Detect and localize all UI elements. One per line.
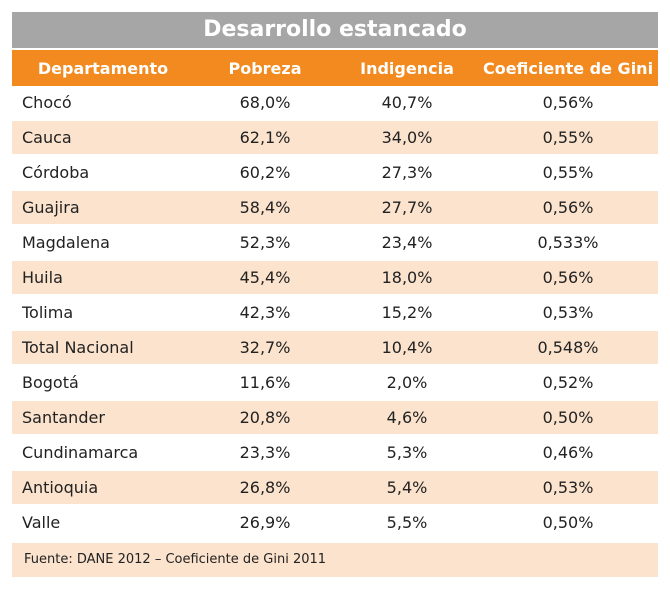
cell-pobreza: 42,3% bbox=[194, 296, 336, 331]
cell-indigencia: 5,4% bbox=[336, 471, 478, 506]
cell-indigencia: 23,4% bbox=[336, 226, 478, 261]
table-row: Santander 20,8% 4,6% 0,50% bbox=[12, 401, 658, 436]
cell-gini: 0,533% bbox=[478, 226, 658, 261]
table-row: Bogotá 11,6% 2,0% 0,52% bbox=[12, 366, 658, 401]
cell-indigencia: 27,7% bbox=[336, 191, 478, 226]
cell-pobreza: 11,6% bbox=[194, 366, 336, 401]
cell-departamento: Valle bbox=[12, 506, 194, 541]
cell-departamento: Guajira bbox=[12, 191, 194, 226]
data-table: Departamento Pobreza Indigencia Coeficie… bbox=[12, 48, 658, 541]
cell-pobreza: 23,3% bbox=[194, 436, 336, 471]
cell-departamento: Cundinamarca bbox=[12, 436, 194, 471]
cell-indigencia: 18,0% bbox=[336, 261, 478, 296]
cell-departamento: Total Nacional bbox=[12, 331, 194, 366]
cell-departamento: Chocó bbox=[12, 86, 194, 121]
cell-pobreza: 60,2% bbox=[194, 156, 336, 191]
cell-gini: 0,56% bbox=[478, 86, 658, 121]
header-row: Departamento Pobreza Indigencia Coeficie… bbox=[12, 48, 658, 86]
table-row: Guajira 58,4% 27,7% 0,56% bbox=[12, 191, 658, 226]
cell-pobreza: 62,1% bbox=[194, 121, 336, 156]
table-row: Total Nacional 32,7% 10,4% 0,548% bbox=[12, 331, 658, 366]
cell-gini: 0,55% bbox=[478, 156, 658, 191]
header-gini: Coeficiente de Gini bbox=[478, 48, 658, 86]
cell-pobreza: 32,7% bbox=[194, 331, 336, 366]
cell-departamento: Córdoba bbox=[12, 156, 194, 191]
cell-gini: 0,50% bbox=[478, 506, 658, 541]
table-body: Chocó 68,0% 40,7% 0,56% Cauca 62,1% 34,0% 0,55%… bbox=[12, 86, 658, 541]
header-departamento: Departamento bbox=[12, 48, 194, 86]
cell-gini: 0,56% bbox=[478, 191, 658, 226]
cell-gini: 0,46% bbox=[478, 436, 658, 471]
cell-gini: 0,53% bbox=[478, 296, 658, 331]
header-indigencia: Indigencia bbox=[336, 48, 478, 86]
cell-pobreza: 26,8% bbox=[194, 471, 336, 506]
cell-indigencia: 10,4% bbox=[336, 331, 478, 366]
cell-indigencia: 4,6% bbox=[336, 401, 478, 436]
source-note: Fuente: DANE 2012 – Coeficiente de Gini … bbox=[12, 543, 658, 577]
header-pobreza: Pobreza bbox=[194, 48, 336, 86]
table-row: Cauca 62,1% 34,0% 0,55% bbox=[12, 121, 658, 156]
table-row: Magdalena 52,3% 23,4% 0,533% bbox=[12, 226, 658, 261]
cell-pobreza: 20,8% bbox=[194, 401, 336, 436]
table-title: Desarrollo estancado bbox=[12, 12, 658, 48]
cell-indigencia: 34,0% bbox=[336, 121, 478, 156]
cell-pobreza: 52,3% bbox=[194, 226, 336, 261]
cell-departamento: Tolima bbox=[12, 296, 194, 331]
cell-departamento: Magdalena bbox=[12, 226, 194, 261]
cell-pobreza: 58,4% bbox=[194, 191, 336, 226]
cell-gini: 0,52% bbox=[478, 366, 658, 401]
table-row: Cundinamarca 23,3% 5,3% 0,46% bbox=[12, 436, 658, 471]
cell-departamento: Antioquia bbox=[12, 471, 194, 506]
table-row: Valle 26,9% 5,5% 0,50% bbox=[12, 506, 658, 541]
cell-gini: 0,53% bbox=[478, 471, 658, 506]
table-row: Chocó 68,0% 40,7% 0,56% bbox=[12, 86, 658, 121]
cell-departamento: Huila bbox=[12, 261, 194, 296]
cell-gini: 0,56% bbox=[478, 261, 658, 296]
cell-departamento: Cauca bbox=[12, 121, 194, 156]
cell-gini: 0,55% bbox=[478, 121, 658, 156]
table-row: Tolima 42,3% 15,2% 0,53% bbox=[12, 296, 658, 331]
cell-gini: 0,548% bbox=[478, 331, 658, 366]
cell-indigencia: 15,2% bbox=[336, 296, 478, 331]
cell-indigencia: 27,3% bbox=[336, 156, 478, 191]
table-row: Córdoba 60,2% 27,3% 0,55% bbox=[12, 156, 658, 191]
cell-indigencia: 2,0% bbox=[336, 366, 478, 401]
cell-pobreza: 68,0% bbox=[194, 86, 336, 121]
table-row: Huila 45,4% 18,0% 0,56% bbox=[12, 261, 658, 296]
cell-departamento: Santander bbox=[12, 401, 194, 436]
cell-indigencia: 5,5% bbox=[336, 506, 478, 541]
cell-indigencia: 5,3% bbox=[336, 436, 478, 471]
cell-pobreza: 45,4% bbox=[194, 261, 336, 296]
table-figure: Desarrollo estancado Departamento Pobrez… bbox=[12, 12, 658, 577]
cell-pobreza: 26,9% bbox=[194, 506, 336, 541]
cell-indigencia: 40,7% bbox=[336, 86, 478, 121]
table-row: Antioquia 26,8% 5,4% 0,53% bbox=[12, 471, 658, 506]
cell-departamento: Bogotá bbox=[12, 366, 194, 401]
cell-gini: 0,50% bbox=[478, 401, 658, 436]
